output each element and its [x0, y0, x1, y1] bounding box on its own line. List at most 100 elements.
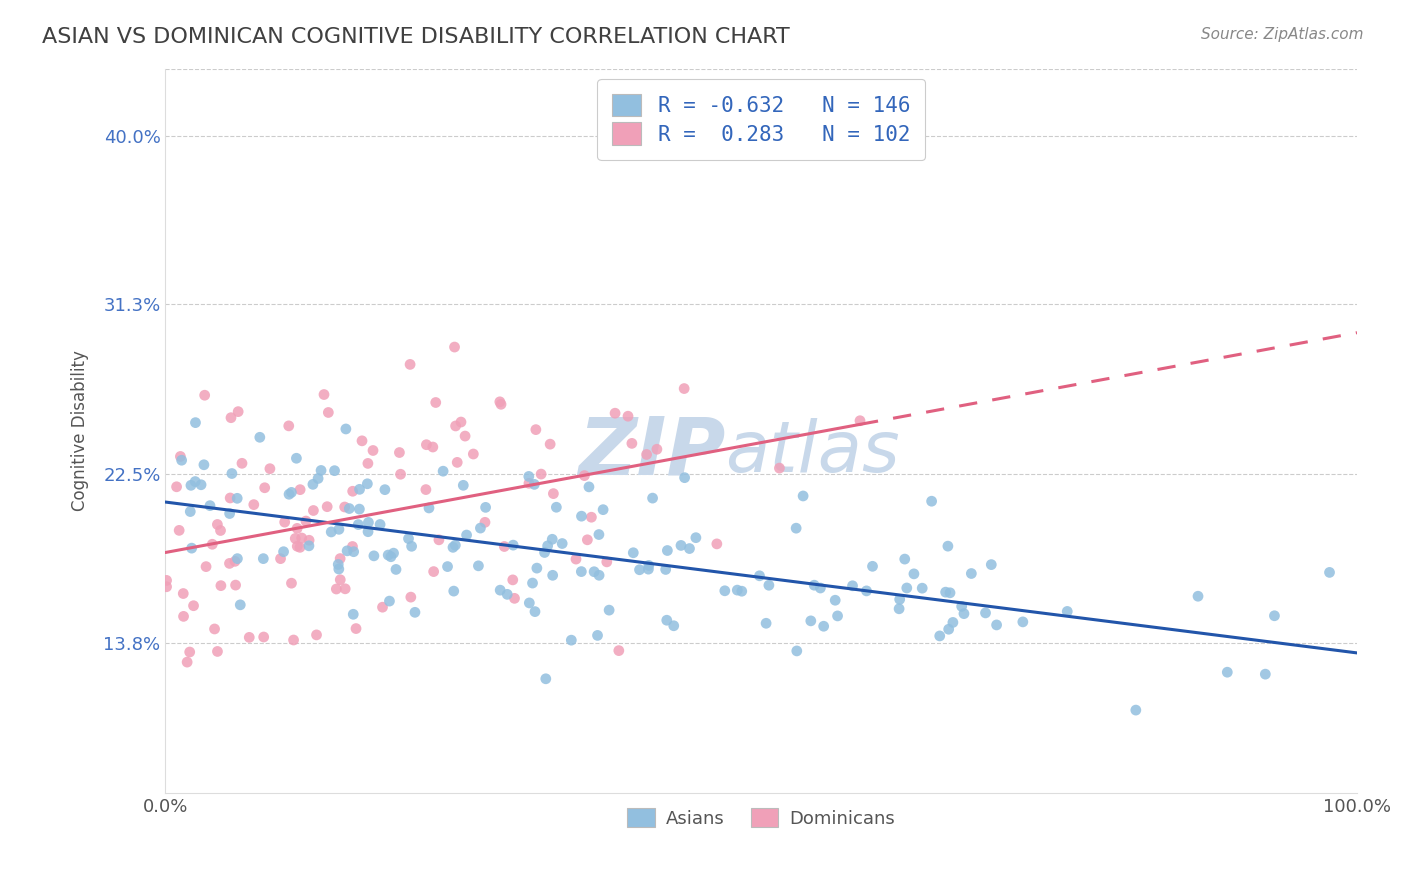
Point [450, 415, 472, 429]
Point [1056, 604, 1078, 618]
Point [243, 498, 266, 512]
Point [1125, 703, 1147, 717]
Point [432, 464, 454, 478]
Point [307, 471, 329, 485]
Point [827, 608, 849, 623]
Point [295, 514, 318, 528]
Point [277, 418, 299, 433]
Point [571, 509, 593, 524]
Point [357, 457, 380, 471]
Point [803, 578, 825, 592]
Point [180, 478, 202, 492]
Point [636, 448, 658, 462]
Point [731, 584, 754, 599]
Point [344, 622, 367, 636]
Point [714, 583, 737, 598]
Point [893, 552, 915, 566]
Point [685, 531, 707, 545]
Point [621, 546, 644, 560]
Point [259, 461, 281, 475]
Point [543, 486, 565, 500]
Point [526, 561, 548, 575]
Point [329, 551, 352, 566]
Point [350, 434, 373, 448]
Point [225, 578, 247, 592]
Point [312, 387, 335, 401]
Point [706, 537, 728, 551]
Point [273, 515, 295, 529]
Point [524, 423, 547, 437]
Point [318, 405, 340, 419]
Point [399, 590, 422, 604]
Point [305, 628, 328, 642]
Point [226, 551, 249, 566]
Point [229, 598, 252, 612]
Point [361, 443, 384, 458]
Point [673, 471, 696, 485]
Point [808, 581, 831, 595]
Point [592, 502, 614, 516]
Point [588, 568, 610, 582]
Point [617, 409, 640, 424]
Point [422, 565, 444, 579]
Point [657, 543, 679, 558]
Point [309, 463, 332, 477]
Legend: Asians, Dominicans: Asians, Dominicans [620, 801, 903, 835]
Point [936, 539, 959, 553]
Point [179, 645, 201, 659]
Point [167, 524, 190, 538]
Point [398, 532, 420, 546]
Point [291, 531, 314, 545]
Point [221, 467, 243, 481]
Point [800, 614, 823, 628]
Point [204, 622, 226, 636]
Point [207, 517, 229, 532]
Point [349, 483, 371, 497]
Point [284, 532, 307, 546]
Point [385, 562, 408, 576]
Point [896, 581, 918, 595]
Point [758, 578, 780, 592]
Point [1011, 615, 1033, 629]
Point [546, 500, 568, 515]
Point [541, 568, 564, 582]
Point [517, 469, 540, 483]
Point [581, 510, 603, 524]
Point [538, 437, 561, 451]
Point [467, 558, 489, 573]
Point [302, 503, 325, 517]
Point [169, 450, 191, 464]
Point [321, 524, 343, 539]
Point [328, 562, 350, 576]
Point [443, 340, 465, 354]
Text: ZIP: ZIP [578, 414, 725, 491]
Point [280, 576, 302, 591]
Point [725, 583, 748, 598]
Point [444, 538, 467, 552]
Point [323, 464, 346, 478]
Point [489, 394, 512, 409]
Point [813, 619, 835, 633]
Point [443, 584, 465, 599]
Point [226, 404, 249, 418]
Point [176, 655, 198, 669]
Point [583, 565, 606, 579]
Point [328, 522, 350, 536]
Point [489, 583, 512, 598]
Point [641, 491, 664, 505]
Point [574, 468, 596, 483]
Point [960, 566, 983, 581]
Point [444, 419, 467, 434]
Point [862, 559, 884, 574]
Point [551, 536, 574, 550]
Point [578, 480, 600, 494]
Point [404, 605, 426, 619]
Point [523, 477, 546, 491]
Point [603, 406, 626, 420]
Point [456, 528, 478, 542]
Point [453, 478, 475, 492]
Point [596, 555, 619, 569]
Point [502, 573, 524, 587]
Point [378, 594, 401, 608]
Point [342, 484, 364, 499]
